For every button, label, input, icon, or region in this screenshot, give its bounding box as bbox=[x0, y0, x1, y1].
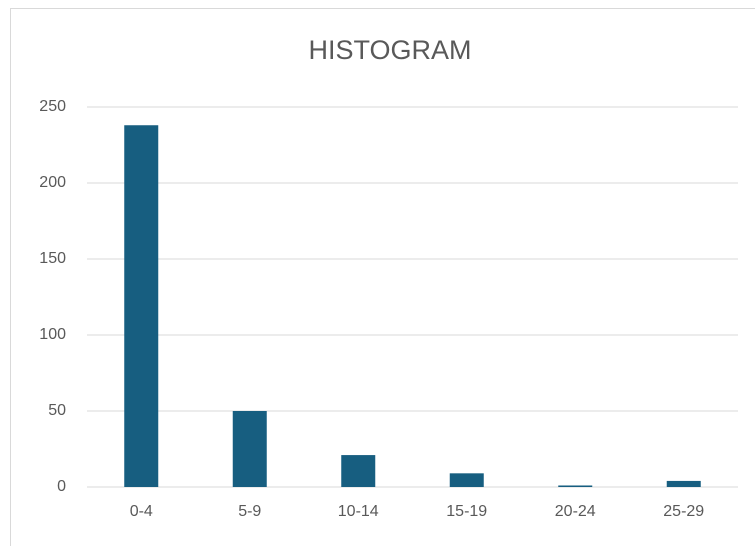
y-tick-label: 200 bbox=[39, 174, 66, 191]
y-tick-label: 0 bbox=[57, 478, 66, 495]
y-tick-label: 100 bbox=[39, 326, 66, 343]
x-tick-label: 10-14 bbox=[338, 503, 379, 520]
y-tick-label: 150 bbox=[39, 250, 66, 267]
chart-title: HISTOGRAM bbox=[308, 35, 471, 65]
y-tick-label: 250 bbox=[39, 98, 66, 115]
bar bbox=[124, 125, 159, 488]
chart-frame bbox=[10, 8, 755, 546]
bar bbox=[341, 455, 376, 487]
bar bbox=[232, 411, 267, 487]
x-tick-label: 20-24 bbox=[555, 503, 596, 520]
x-tick-label: 15-19 bbox=[446, 503, 487, 520]
x-tick-label: 25-29 bbox=[663, 503, 704, 520]
x-tick-label: 0-4 bbox=[130, 503, 153, 520]
bar bbox=[666, 480, 701, 487]
y-tick-label: 50 bbox=[48, 402, 66, 419]
bar bbox=[449, 473, 484, 487]
bar bbox=[558, 485, 593, 487]
x-tick-label: 5-9 bbox=[238, 503, 261, 520]
